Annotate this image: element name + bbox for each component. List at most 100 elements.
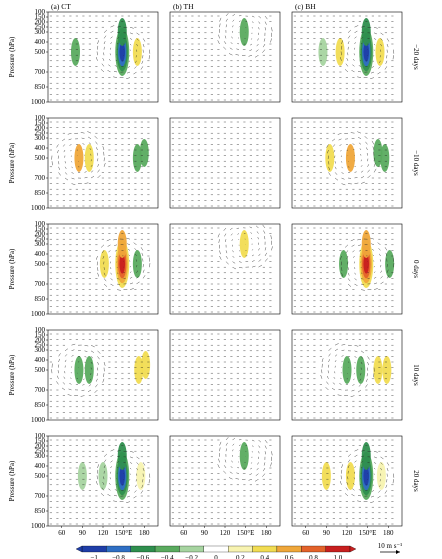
wind-arrow	[380, 281, 384, 285]
wind-arrow	[238, 250, 241, 252]
wind-arrow	[62, 144, 66, 147]
wind-arrow	[264, 21, 267, 25]
wind-arrow	[84, 356, 87, 358]
wind-arrow	[90, 356, 94, 359]
wind-arrow	[347, 465, 350, 469]
wind-arrow	[360, 165, 363, 167]
wind-arrow	[97, 350, 101, 354]
wind-arrow	[360, 26, 365, 28]
wind-vectors	[171, 224, 273, 313]
wind-arrow	[271, 246, 273, 251]
shading-blob	[376, 462, 386, 490]
wind-arrow	[84, 361, 86, 363]
y-tick-label: 200	[35, 124, 46, 132]
wind-arrow	[360, 461, 364, 463]
wind-arrow	[70, 377, 72, 379]
shading-blob	[84, 144, 94, 172]
shading-blob	[239, 18, 249, 46]
wind-arrow	[67, 133, 72, 135]
wind-arrow	[232, 25, 234, 28]
colorbar-swatch	[276, 545, 302, 553]
wind-arrow	[354, 278, 357, 281]
wind-arrow	[238, 444, 241, 446]
shading-blob	[139, 139, 149, 167]
wind-arrow	[345, 487, 349, 491]
wind-arrow	[251, 254, 254, 257]
wind-arrow	[223, 470, 227, 474]
wind-arrow	[334, 354, 338, 357]
wind-arrow	[258, 248, 260, 251]
wind-arrow	[90, 176, 95, 179]
y-tick-label: 300	[35, 452, 46, 460]
wind-arrow	[379, 253, 381, 257]
wind-arrow	[116, 37, 120, 39]
x-tick-label: 90	[323, 529, 331, 537]
x-tick-label: 150°E	[359, 529, 377, 537]
wind-arrow	[69, 144, 72, 146]
wind-arrow	[337, 394, 342, 396]
wind-arrow	[129, 282, 134, 285]
wind-arrow	[218, 239, 220, 243]
wind-arrow	[232, 261, 236, 264]
colorbar-swatch	[301, 545, 326, 553]
wind-arrow	[133, 71, 137, 75]
wind-arrow	[262, 473, 266, 477]
wind-arrow	[71, 349, 75, 351]
wind-arrow	[140, 247, 144, 251]
wind-arrow	[354, 171, 357, 173]
wind-arrow	[225, 13, 229, 17]
wind-arrow	[225, 250, 228, 254]
y-tick-label: 250	[35, 235, 46, 243]
wind-arrow	[377, 495, 381, 499]
wind-arrow	[360, 170, 364, 173]
y-axis-label: Pressure (hPa)	[8, 460, 16, 501]
lag-label: 10 days	[412, 364, 420, 386]
shading-blob	[345, 462, 355, 490]
x-tick-label: 150°E	[237, 529, 255, 537]
wind-arrow	[61, 387, 66, 391]
shading-blob	[119, 42, 126, 62]
wind-arrow	[135, 60, 137, 64]
colorbar-swatch	[325, 545, 351, 553]
wind-arrow	[370, 237, 375, 240]
wind-arrow	[370, 495, 375, 498]
wind-arrow	[352, 384, 355, 386]
wind-arrow	[229, 47, 233, 50]
wind-arrow	[102, 57, 105, 61]
wind-arrow	[360, 283, 365, 285]
wind-arrow	[254, 55, 259, 58]
wind-arrow	[320, 374, 323, 379]
wind-arrow	[87, 131, 92, 134]
wind-arrow	[103, 465, 106, 469]
wind-arrow	[100, 69, 105, 73]
panel-frame	[169, 11, 281, 103]
wind-arrow	[135, 253, 137, 257]
wind-arrow	[334, 166, 337, 170]
wind-arrow	[354, 345, 359, 347]
wind-arrow	[367, 361, 369, 366]
wind-arrow	[103, 361, 106, 366]
wind-arrow	[249, 226, 253, 229]
wind-arrow	[350, 395, 355, 397]
wind-arrow	[262, 224, 266, 229]
wind-arrow	[255, 225, 259, 229]
wind-arrow	[142, 275, 146, 279]
y-axis-label: Pressure (hPa)	[8, 142, 16, 183]
wind-arrow	[258, 264, 263, 268]
wind-arrow	[264, 258, 268, 262]
wind-arrow	[380, 276, 383, 279]
wind-arrow	[333, 376, 336, 379]
wind-arrow	[258, 21, 261, 24]
wind-arrow	[231, 239, 233, 242]
wind-arrow	[354, 283, 358, 286]
y-tick-label: 100	[35, 220, 46, 228]
wind-arrow	[225, 18, 228, 22]
wind-arrow	[81, 389, 85, 392]
wind-arrow	[258, 27, 260, 30]
wind-arrow	[249, 473, 253, 475]
y-tick-label: 200	[35, 230, 46, 238]
wind-arrow	[83, 378, 85, 380]
wind-arrow	[238, 26, 240, 28]
wind-arrow	[370, 77, 375, 79]
